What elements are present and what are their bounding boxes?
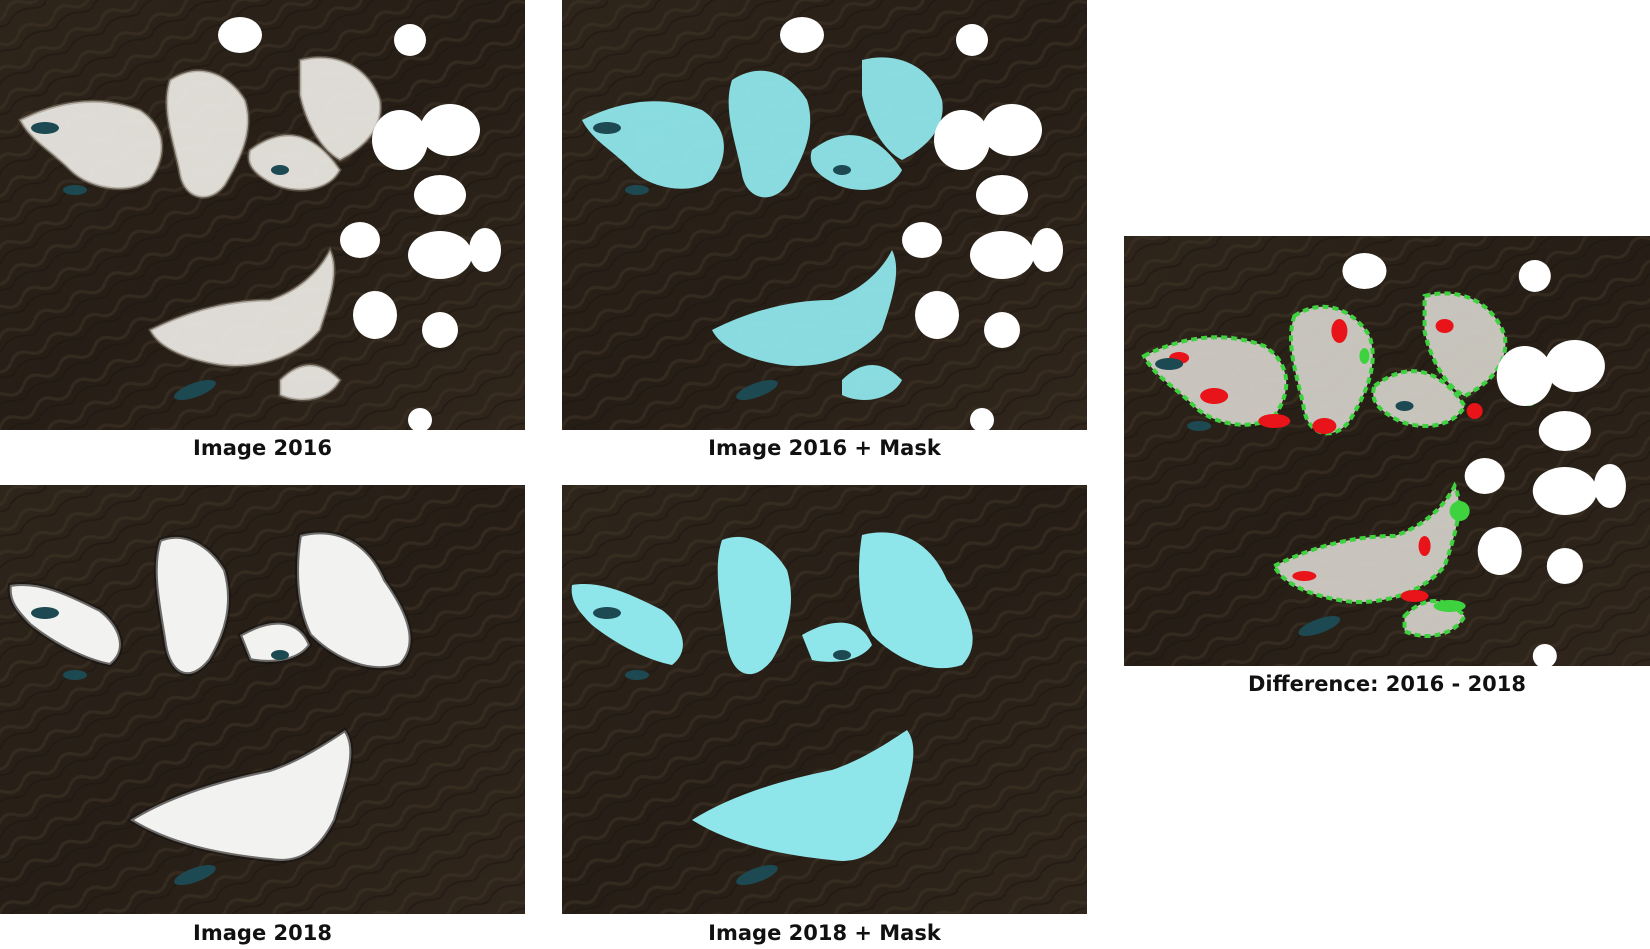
panel-image-2018-mask: Image 2018 + Mask [562,485,1087,947]
loss-regions [1169,319,1483,602]
caption-image-2016: Image 2016 [193,436,332,460]
caption-difference: Difference: 2016 - 2018 [1247,672,1527,696]
difference-map [1124,236,1650,666]
satellite-image-2016 [0,0,525,430]
caption-image-2018: Image 2018 [193,921,332,945]
satellite-image-2018-with-mask [562,485,1087,914]
caption-image-2016-mask: Image 2016 + Mask [708,436,941,460]
satellite-image-2018 [0,485,525,914]
panel-image-2016-mask: Image 2016 + Mask [562,0,1087,470]
satellite-image-2016-with-mask [562,0,1087,430]
panel-image-2016: Image 2016 [0,0,525,470]
panel-difference: Difference: 2016 - 2018 [1124,236,1650,706]
caption-image-2018-mask: Image 2018 + Mask [708,921,941,945]
panel-image-2018: Image 2018 [0,485,525,947]
